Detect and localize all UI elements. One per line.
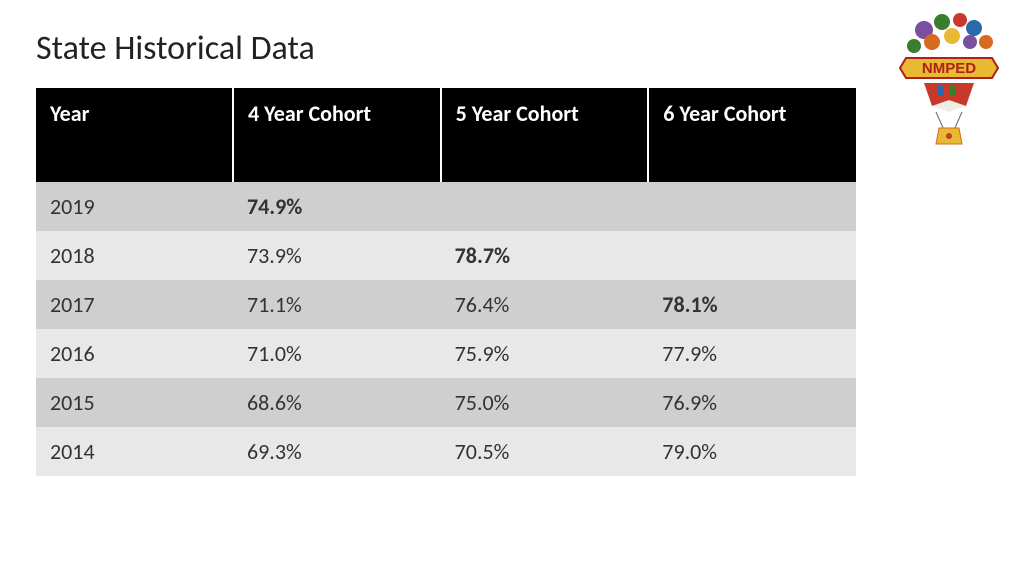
table-cell-c5: 78.7% [441,231,649,280]
table-cell-c4: 73.9% [233,231,441,280]
table-row: 201974.9% [36,182,856,231]
table-row: 201671.0%75.9%77.9% [36,329,856,378]
table-cell-c5: 75.0% [441,378,649,427]
table-cell-year: 2014 [36,427,233,476]
nmped-logo: NMPED [894,8,1004,148]
table-cell-c4: 71.1% [233,280,441,329]
col-header-year: Year [36,88,233,182]
table-cell-c4: 69.3% [233,427,441,476]
table-row: 201568.6%75.0%76.9% [36,378,856,427]
state-historical-data-table: Year 4 Year Cohort 5 Year Cohort 6 Year … [36,88,856,476]
page-title: State Historical Data [36,28,315,69]
table-cell-c4: 71.0% [233,329,441,378]
table-cell-c5: 70.5% [441,427,649,476]
table-cell-c5: 75.9% [441,329,649,378]
table-cell-c6 [648,182,856,231]
table-cell-year: 2017 [36,280,233,329]
data-table-container: Year 4 Year Cohort 5 Year Cohort 6 Year … [36,88,856,476]
table-cell-c4: 74.9% [233,182,441,231]
table-cell-c6: 77.9% [648,329,856,378]
table-cell-c4: 68.6% [233,378,441,427]
table-cell-c5 [441,182,649,231]
table-cell-year: 2016 [36,329,233,378]
table-header-row: Year 4 Year Cohort 5 Year Cohort 6 Year … [36,88,856,182]
table-cell-year: 2018 [36,231,233,280]
table-row: 201469.3%70.5%79.0% [36,427,856,476]
table-row: 201873.9%78.7% [36,231,856,280]
table-cell-c6: 78.1% [648,280,856,329]
table-cell-c6: 79.0% [648,427,856,476]
table-cell-c6 [648,231,856,280]
table-cell-year: 2015 [36,378,233,427]
col-header-5year: 5 Year Cohort [441,88,649,182]
logo-banner-text: NMPED [922,60,976,77]
table-cell-year: 2019 [36,182,233,231]
table-cell-c6: 76.9% [648,378,856,427]
col-header-4year: 4 Year Cohort [233,88,441,182]
col-header-6year: 6 Year Cohort [648,88,856,182]
table-row: 201771.1%76.4%78.1% [36,280,856,329]
table-cell-c5: 76.4% [441,280,649,329]
